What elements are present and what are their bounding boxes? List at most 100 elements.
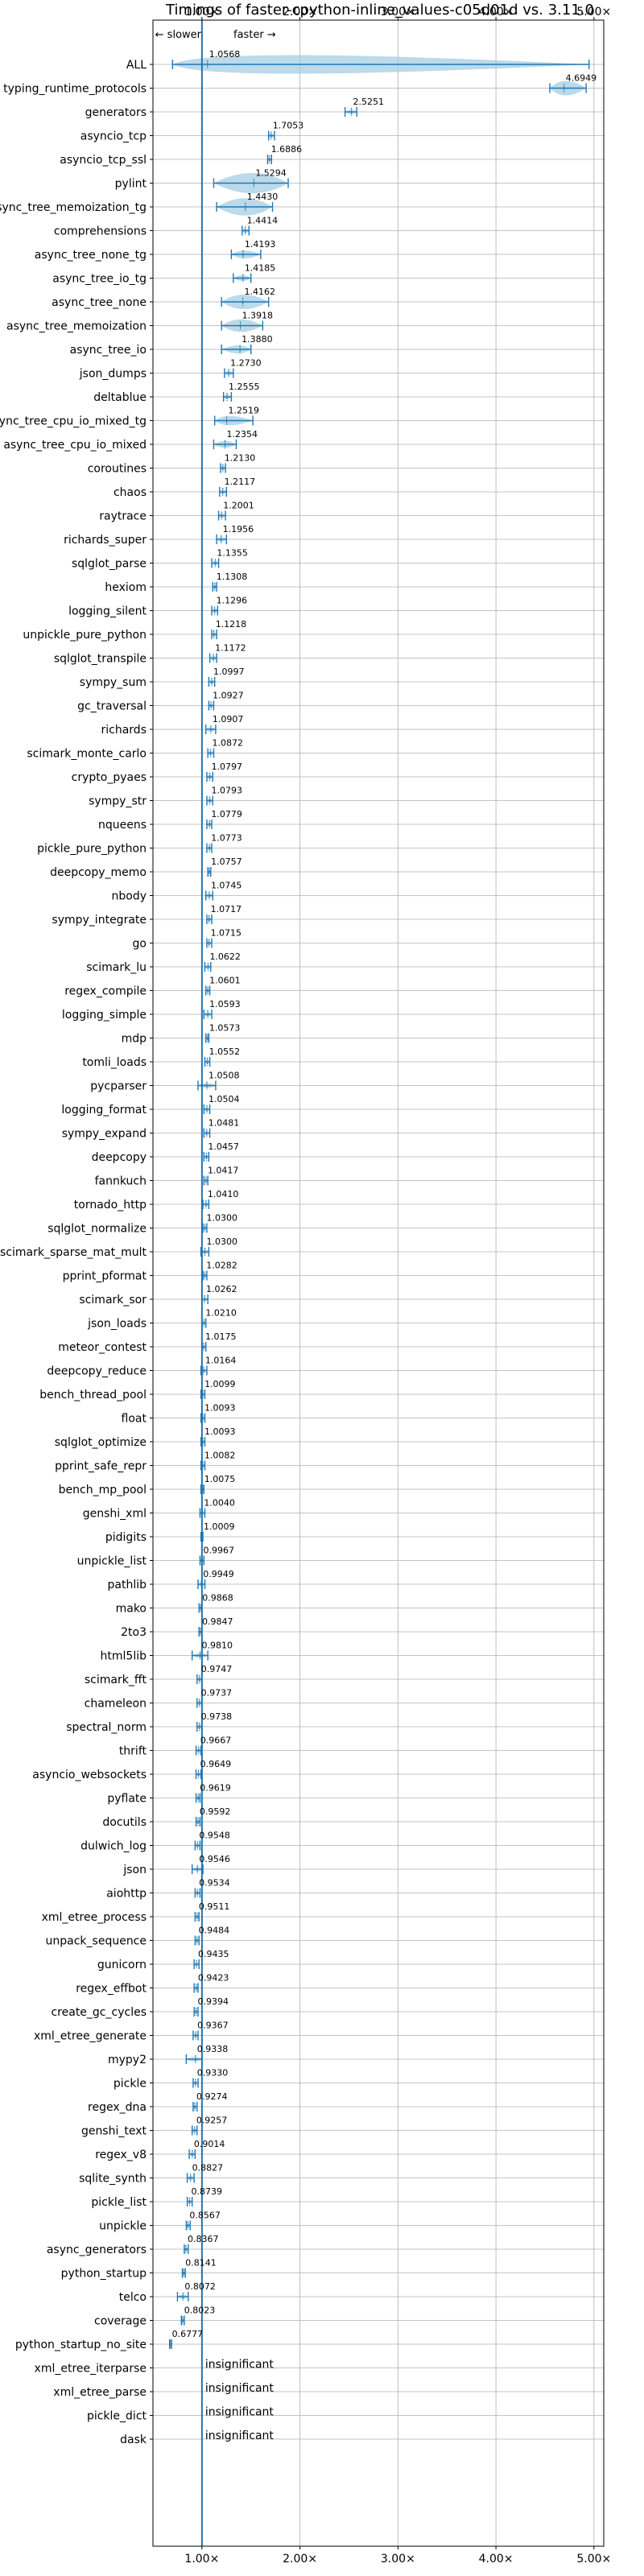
benchmark-label: comprehensions: [54, 225, 147, 238]
benchmark-label: hexiom: [105, 581, 147, 594]
value-label: 1.0793: [212, 786, 243, 796]
benchmark-label: asyncio_websockets: [32, 1769, 147, 1781]
value-label: 1.0175: [205, 1331, 237, 1342]
value-label: 0.9649: [200, 1759, 232, 1769]
benchmark-label: unpickle_list: [77, 1555, 147, 1568]
benchmark-label: async_tree_none: [52, 296, 147, 309]
benchmark-label: float: [122, 1413, 147, 1426]
benchmark-label: dulwich_log: [80, 1840, 147, 1853]
benchmark-label: logging_format: [61, 1104, 147, 1117]
benchmark-label: scimark_sor: [79, 1294, 147, 1307]
value-label: 1.0745: [211, 881, 242, 891]
benchmark-label: async_tree_cpu_io_mixed_tg: [0, 415, 147, 428]
value-label: 0.9810: [202, 1641, 233, 1651]
benchmark-label: genshi_xml: [83, 1508, 147, 1521]
value-label: 1.0907: [213, 714, 244, 724]
value-label: 0.9546: [199, 1854, 229, 1864]
value-label: 1.2730: [230, 358, 262, 369]
benchmark-label: unpickle: [99, 2220, 147, 2233]
grid-layer: [150, 17, 604, 2549]
value-label: 1.0262: [206, 1284, 237, 1294]
chart-title: Timings of faster-cpython-inline_values-…: [165, 2, 594, 19]
value-label: 1.5294: [255, 168, 287, 179]
marks-layer: [168, 20, 590, 2546]
benchmark-label: async_tree_memoization_tg: [0, 201, 147, 214]
insignificant-label: insignificant: [205, 2406, 275, 2419]
benchmark-label: dask: [120, 2434, 147, 2446]
value-label: 2.5251: [353, 97, 385, 107]
value-label: 0.8739: [192, 2186, 222, 2197]
value-label: 1.2555: [229, 382, 260, 392]
value-label: 1.0997: [213, 667, 245, 677]
value-label: 1.2519: [229, 406, 260, 416]
value-label: 1.0300: [207, 1213, 238, 1224]
value-label: 1.1308: [217, 572, 248, 582]
benchmark-label: ALL: [126, 59, 147, 72]
x-tick-label-bottom: 1.00×: [184, 2553, 219, 2566]
value-label: 0.8367: [188, 2234, 219, 2244]
benchmark-label: regex_v8: [95, 2149, 147, 2161]
benchmark-label: sympy_integrate: [52, 914, 147, 927]
benchmark-label: thrift: [119, 1745, 147, 1758]
value-label: 1.0300: [207, 1236, 238, 1247]
benchmark-label: scimark_monte_carlo: [27, 748, 147, 761]
value-label: 1.4162: [245, 287, 276, 297]
value-label: 1.1956: [223, 524, 254, 535]
benchmark-label: richards: [101, 724, 147, 737]
benchmark-label: spectral_norm: [66, 1721, 147, 1734]
value-label: 1.0009: [204, 1521, 235, 1532]
value-label: 1.1296: [217, 596, 248, 606]
benchmark-label: unpack_sequence: [46, 1935, 147, 1948]
benchmark-label: pathlib: [108, 1579, 147, 1591]
value-label: 1.0040: [204, 1498, 234, 1509]
benchmark-label: chameleon: [85, 1698, 147, 1711]
benchmark-label: bench_mp_pool: [59, 1484, 147, 1496]
x-tick-label-bottom: 4.00×: [479, 2553, 514, 2566]
x-tick-label-top: 5.00×: [576, 6, 611, 19]
benchmark-label: async_tree_cpu_io_mixed: [3, 439, 147, 452]
benchmark-label: pickle_pure_python: [37, 843, 147, 856]
value-label: 0.9747: [201, 1664, 232, 1674]
value-label: 0.9592: [200, 1806, 230, 1817]
benchmark-label: pidigits: [105, 1531, 147, 1544]
benchmark-label: regex_effbot: [76, 1983, 147, 1996]
benchmark-label: xml_etree_iterparse: [35, 2363, 147, 2376]
value-label: 1.0417: [208, 1166, 239, 1176]
value-label: 0.9949: [203, 1569, 234, 1579]
value-label: 1.2354: [227, 429, 258, 440]
benchmark-label: pprint_pformat: [63, 1270, 147, 1283]
benchmark-label: crypto_pyaes: [72, 771, 147, 784]
benchmark-label: generators: [85, 106, 147, 119]
value-label: 1.0282: [206, 1261, 237, 1271]
benchmark-label: typing_runtime_protocols: [3, 83, 147, 96]
value-label: 1.6886: [271, 144, 303, 155]
benchmark-label: fannkuch: [95, 1175, 147, 1188]
value-label: 1.0717: [211, 904, 242, 914]
value-label: 1.0099: [204, 1379, 235, 1389]
benchmark-label: telco: [119, 2291, 147, 2304]
value-label: 0.9394: [197, 1996, 229, 2007]
benchmark-label: pickle: [114, 2078, 147, 2091]
value-label: 1.4414: [247, 216, 279, 226]
benchmark-label: xml_etree_process: [42, 1911, 147, 1924]
value-label: 0.9738: [201, 1711, 233, 1722]
benchmark-label: sqlglot_optimize: [55, 1436, 147, 1449]
benchmark-label: sqlglot_transpile: [54, 653, 147, 666]
benchmark-label: coroutines: [88, 463, 147, 476]
benchmark-label: sqlglot_parse: [72, 558, 147, 571]
value-label: 0.9847: [202, 1616, 233, 1627]
x-tick-label-top: 1.00×: [184, 6, 219, 19]
value-label: 0.9868: [202, 1593, 233, 1604]
benchmark-label: sympy_expand: [62, 1128, 147, 1141]
value-label: 1.0568: [209, 49, 241, 60]
value-label: 1.4430: [247, 192, 279, 202]
benchmark-label: python_startup: [61, 2268, 147, 2281]
benchmark-label: deepcopy: [92, 1151, 147, 1164]
value-label: 0.8023: [184, 2306, 216, 2316]
value-label: 0.9338: [197, 2044, 228, 2054]
value-label: 1.4193: [245, 239, 276, 250]
x-tick-label-bottom: 2.00×: [283, 2553, 317, 2566]
benchmark-label: aiohttp: [106, 1888, 147, 1901]
benchmark-label: pickle_list: [91, 2196, 147, 2209]
value-label: 1.3880: [242, 334, 273, 345]
